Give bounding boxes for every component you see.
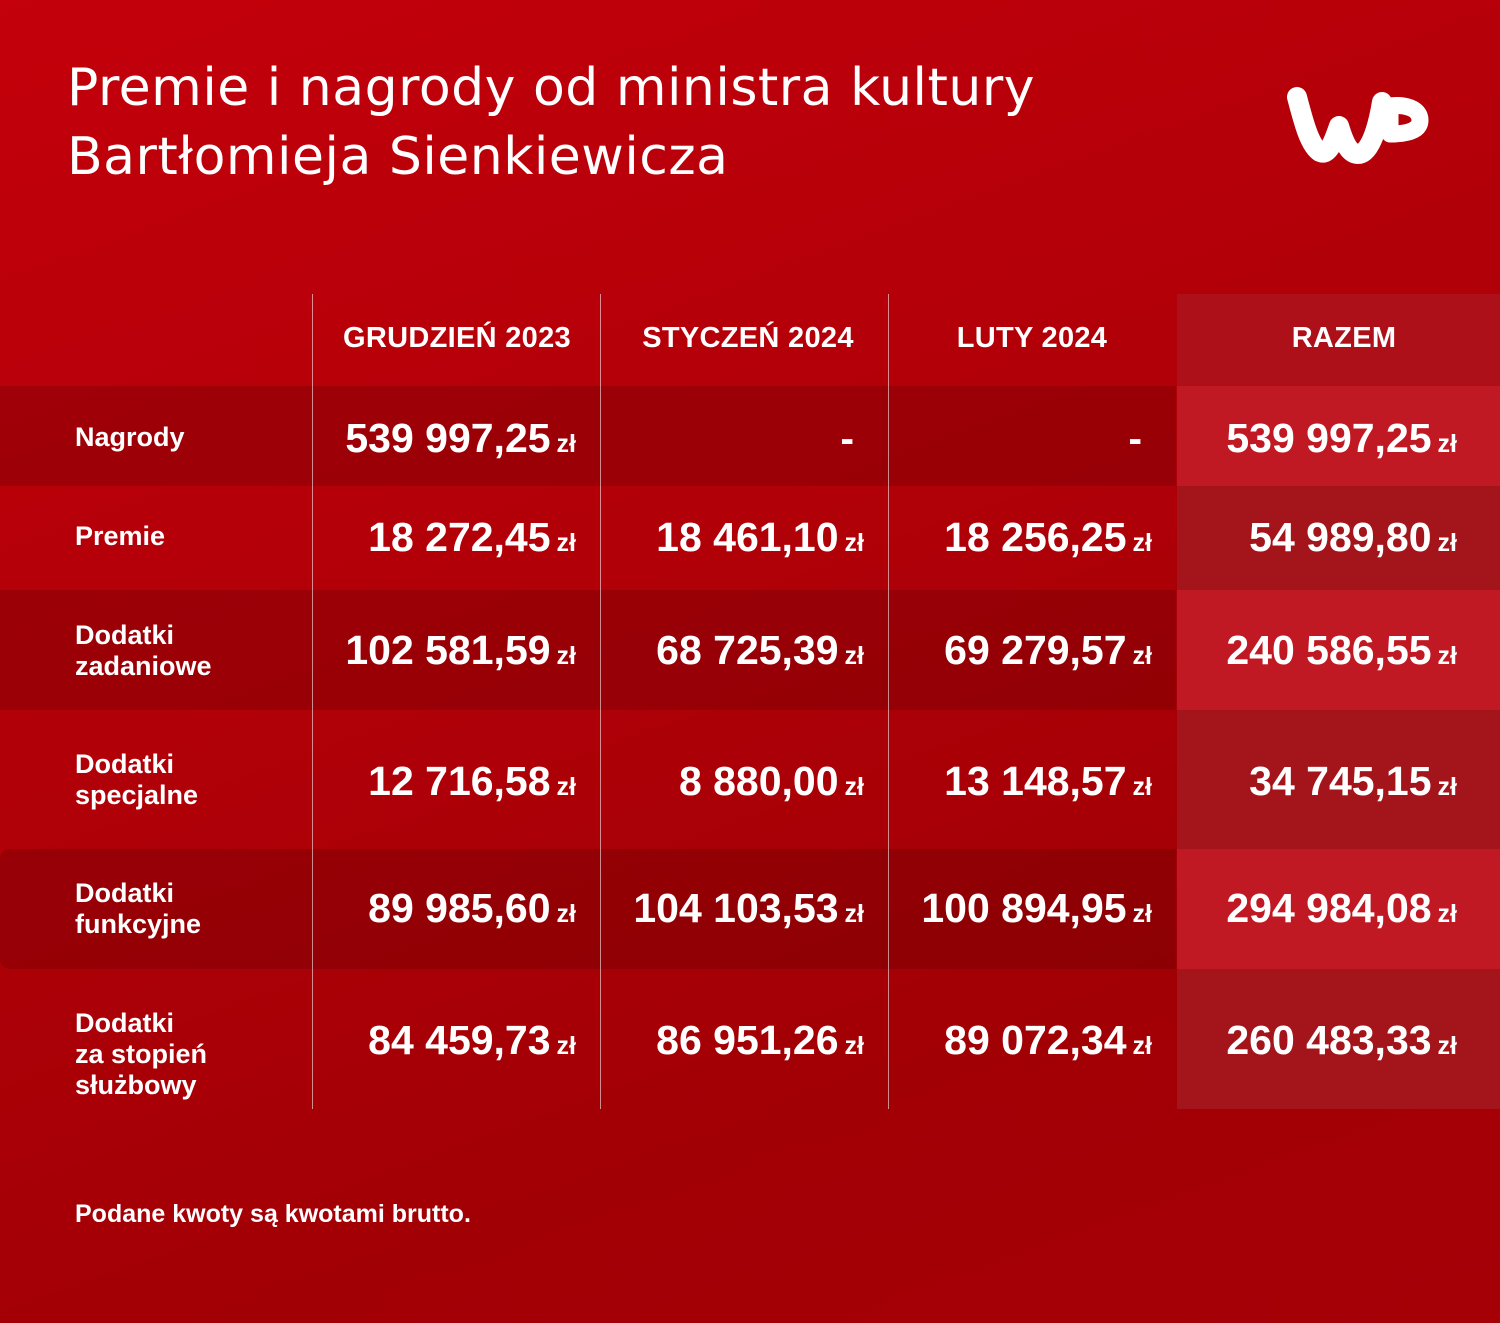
currency-label: zł	[1132, 1032, 1152, 1060]
cell-value: 89 985,60	[368, 885, 551, 931]
wp-logo-icon	[1287, 87, 1429, 164]
cell-value: 86 951,26	[656, 1017, 839, 1063]
currency-label: zł	[844, 529, 864, 557]
currency-label: zł	[556, 900, 576, 928]
cell-value: 13 148,57	[944, 758, 1127, 804]
cell-value: 539 997,25	[1226, 415, 1432, 461]
currency-label: zł	[844, 642, 864, 670]
table-cell: 102 581,59 zł	[345, 625, 576, 675]
table-cell: 13 148,57 zł	[944, 756, 1152, 806]
cell-value: 18 256,25	[944, 514, 1127, 560]
column-divider	[600, 294, 601, 1109]
footnote: Podane kwoty są kwotami brutto.	[75, 1200, 471, 1228]
table-cell: 18 272,45 zł	[368, 512, 576, 562]
column-header: STYCZEŃ 2024	[642, 322, 854, 354]
row-label: Dodatki funkcyjne	[75, 878, 202, 939]
currency-label: zł	[1132, 642, 1152, 670]
page-title: Premie i nagrody od ministra kultury Bar…	[67, 54, 1035, 192]
currency-label: zł	[1437, 900, 1457, 928]
cell-value: 34 745,15	[1249, 758, 1432, 804]
table-cell: 34 745,15 zł	[1249, 756, 1457, 806]
table-cell: 240 586,55 zł	[1226, 625, 1457, 675]
cell-value: 84 459,73	[368, 1017, 551, 1063]
row-band-dodatki-funkcyjne	[0, 849, 1176, 969]
razem-bg-dodatki-zadaniowe	[1177, 590, 1500, 710]
cell-value: 102 581,59	[345, 627, 551, 673]
cell-value: -	[840, 415, 854, 461]
currency-label: zł	[1132, 773, 1152, 801]
row-label: Nagrody	[75, 422, 185, 452]
table-cell: 84 459,73 zł	[368, 1015, 576, 1065]
cell-value: 18 461,10	[656, 514, 839, 560]
currency-label: zł	[1437, 430, 1457, 458]
row-label: Dodatki zadaniowe	[75, 620, 212, 681]
razem-bg-dodatki-za-stopien	[1177, 969, 1500, 1109]
table-cell: 18 461,10 zł	[656, 512, 864, 562]
table-cell: 68 725,39 zł	[656, 625, 864, 675]
cell-value: 18 272,45	[368, 514, 551, 560]
row-label: Premie	[75, 521, 166, 551]
title-line-2: Bartłomieja Sienkiewicza	[67, 127, 729, 187]
currency-label: zł	[1437, 1032, 1457, 1060]
currency-label: zł	[556, 642, 576, 670]
razem-bg-nagrody	[1177, 386, 1500, 486]
column-divider	[888, 294, 889, 1109]
column-header: GRUDZIEŃ 2023	[343, 322, 571, 354]
table-cell: 18 256,25 zł	[944, 512, 1152, 562]
table-cell: 54 989,80 zł	[1249, 512, 1457, 562]
table-cell: 12 716,58 zł	[368, 756, 576, 806]
currency-label: zł	[1437, 529, 1457, 557]
table-cell: 69 279,57 zł	[944, 625, 1152, 675]
currency-label: zł	[844, 1032, 864, 1060]
cell-value: 240 586,55	[1226, 627, 1432, 673]
cell-value: 294 984,08	[1226, 885, 1432, 931]
title-line-1: Premie i nagrody od ministra kultury	[67, 58, 1035, 118]
table-cell: 100 894,95 zł	[921, 883, 1152, 933]
cell-value: 539 997,25	[345, 415, 551, 461]
cell-value: 69 279,57	[944, 627, 1127, 673]
currency-label: zł	[1437, 773, 1457, 801]
cell-value: 12 716,58	[368, 758, 551, 804]
table-cell: -	[1128, 413, 1142, 463]
column-divider	[312, 294, 313, 1109]
currency-label: zł	[1132, 900, 1152, 928]
razem-header-bg	[1177, 294, 1500, 386]
cell-value: 54 989,80	[1249, 514, 1432, 560]
table-cell: 86 951,26 zł	[656, 1015, 864, 1065]
currency-label: zł	[1132, 529, 1152, 557]
table-cell: 89 985,60 zł	[368, 883, 576, 933]
cell-value: 68 725,39	[656, 627, 839, 673]
row-label: Dodatki specjalne	[75, 749, 199, 810]
razem-column	[1177, 294, 1500, 1109]
razem-bg-dodatki-specjalne	[1177, 710, 1500, 849]
currency-label: zł	[556, 1032, 576, 1060]
column-header: LUTY 2024	[956, 322, 1108, 354]
table-cell: 104 103,53 zł	[633, 883, 864, 933]
currency-label: zł	[1437, 642, 1457, 670]
cell-value: 89 072,34	[944, 1017, 1127, 1063]
row-band-dodatki-zadaniowe	[0, 590, 1176, 710]
currency-label: zł	[844, 900, 864, 928]
cell-value: -	[1128, 415, 1142, 461]
row-band-nagrody	[0, 386, 1176, 486]
table-cell: 8 880,00 zł	[679, 756, 864, 806]
table-cell: -	[840, 413, 854, 463]
currency-label: zł	[556, 430, 576, 458]
column-header: RAZEM	[1291, 322, 1397, 354]
currency-label: zł	[844, 773, 864, 801]
cell-value: 260 483,33	[1226, 1017, 1432, 1063]
cell-value: 104 103,53	[633, 885, 839, 931]
table-cell: 539 997,25 zł	[345, 413, 576, 463]
table-cell: 260 483,33 zł	[1226, 1015, 1457, 1065]
row-label: Dodatki za stopień służbowy	[75, 1008, 208, 1100]
currency-label: zł	[556, 773, 576, 801]
razem-bg-dodatki-funkcyjne	[1177, 849, 1500, 969]
table-cell: 539 997,25 zł	[1226, 413, 1457, 463]
table-cell: 89 072,34 zł	[944, 1015, 1152, 1065]
razem-bg-premie	[1177, 486, 1500, 590]
table-cell: 294 984,08 zł	[1226, 883, 1457, 933]
currency-label: zł	[556, 529, 576, 557]
cell-value: 8 880,00	[678, 758, 839, 804]
cell-value: 100 894,95	[921, 885, 1127, 931]
